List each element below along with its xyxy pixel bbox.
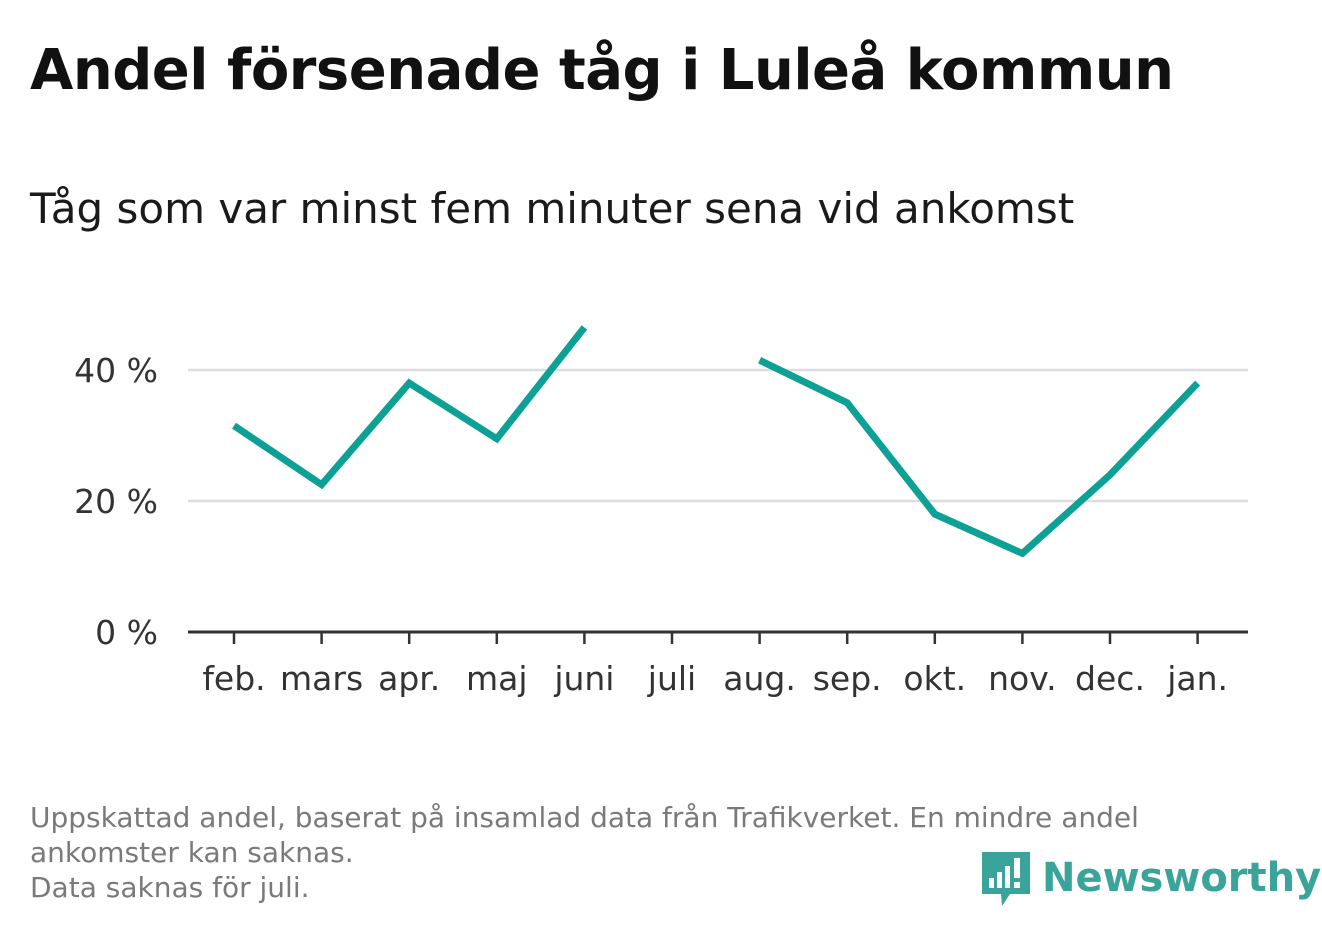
x-tick-label: jan. [1166, 659, 1228, 698]
line-chart: 0 % 20 % 40 % feb. mars apr. maj juni juli aug. s… [74, 325, 1248, 698]
x-tick-label: juli [647, 659, 696, 698]
y-tick-label: 0 % [95, 613, 158, 652]
footnote-line-1: Uppskattad andel, baserat på insamlad da… [30, 801, 1139, 834]
brand-logo: Newsworthy [980, 848, 1321, 908]
x-tick-label: sep. [813, 659, 882, 698]
series-line-segment [232, 325, 588, 490]
gridlines [188, 368, 1248, 503]
x-tick-label: mars [280, 659, 363, 698]
series-lines [232, 325, 1201, 558]
brand-name: Newsworthy [1042, 855, 1322, 901]
newsworthy-logo-icon [982, 852, 1030, 906]
footnote: Uppskattad andel, baserat på insamlad da… [30, 800, 1280, 905]
x-tick-label: aug. [723, 659, 796, 698]
series-line-segment [758, 357, 1201, 558]
y-tick-label: 20 % [74, 482, 158, 521]
y-tick-label: 40 % [74, 351, 158, 390]
x-axis: feb. mars apr. maj juni juli aug. sep. okt. nov. d… [188, 630, 1248, 698]
chart-title: Andel försenade tåg i Luleå kommun [30, 38, 1174, 103]
x-tick-label: apr. [378, 659, 440, 698]
footnote-line-3: Data saknas för juli. [30, 871, 310, 904]
footnote-line-2: ankomster kan saknas. [30, 836, 354, 869]
x-tick-label: juni [553, 659, 614, 698]
y-axis-labels: 0 % 20 % 40 % [74, 351, 158, 652]
x-tick-label: dec. [1075, 659, 1145, 698]
x-tick-label: maj [466, 659, 528, 698]
chart-subtitle: Tåg som var minst fem minuter sena vid a… [30, 184, 1075, 233]
x-tick-label: feb. [202, 659, 265, 698]
x-tick-label: nov. [988, 659, 1057, 698]
x-tick-label: okt. [903, 659, 966, 698]
